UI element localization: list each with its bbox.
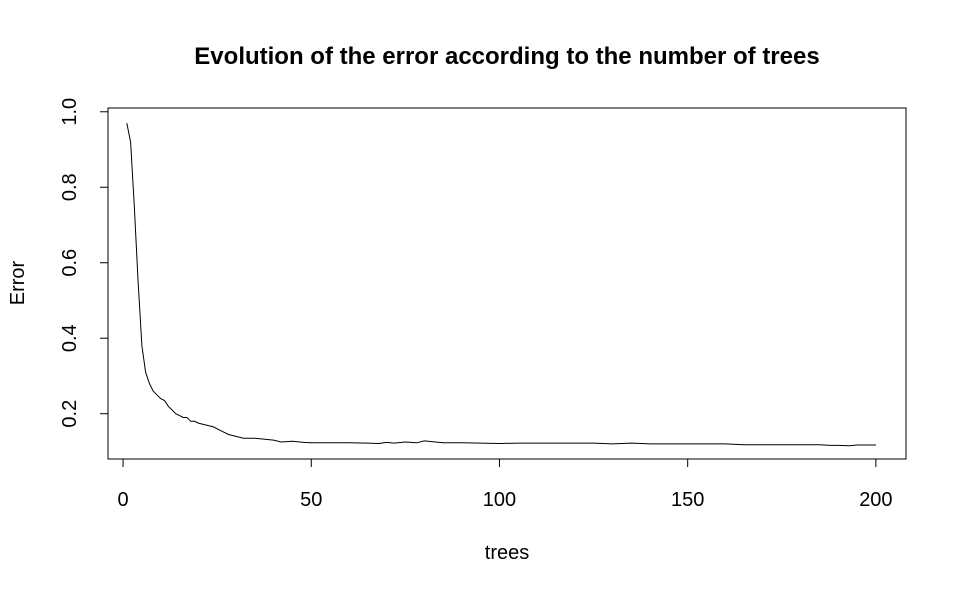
x-axis-label: trees — [485, 542, 529, 564]
y-tick-label: 0.6 — [59, 249, 81, 277]
y-tick-label: 0.2 — [59, 400, 81, 428]
y-tick-label: 1.0 — [59, 98, 81, 126]
error-line — [126, 123, 876, 447]
y-axis-label: Error — [7, 260, 29, 305]
y-tick-label: 0.4 — [59, 324, 81, 352]
x-tick-label: 0 — [117, 489, 128, 511]
x-axis: 0 50 100 150 200 — [117, 458, 893, 511]
y-axis: 0.2 0.4 0.6 0.8 1.0 — [59, 98, 109, 428]
x-tick-label: 150 — [671, 489, 704, 511]
chart-title: Evolution of the error according to the … — [194, 43, 819, 70]
x-tick-label: 100 — [483, 489, 516, 511]
x-tick-label: 200 — [859, 489, 892, 511]
y-tick-label: 0.8 — [59, 173, 81, 201]
x-tick-label: 50 — [300, 489, 322, 511]
plot-frame — [107, 107, 907, 460]
